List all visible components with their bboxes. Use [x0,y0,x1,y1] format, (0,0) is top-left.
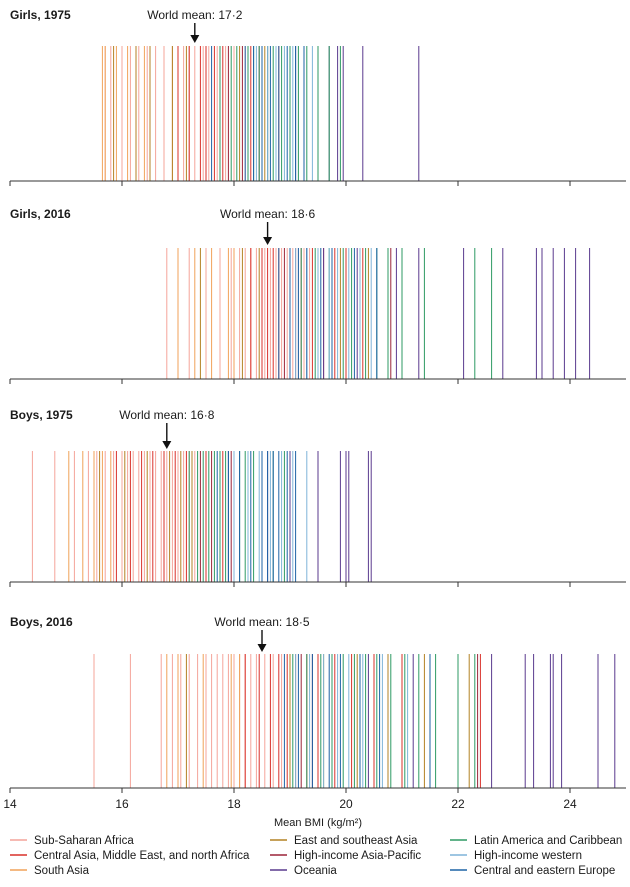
panel-boys-2016: Boys, 2016 World mean: 18·5 [9,615,626,793]
legend-label: Central and eastern Europe [474,865,615,877]
world-mean-label: World mean: 18·5 [214,615,309,629]
legend-label: High-income western [474,850,582,862]
mean-arrow-head [263,237,273,245]
panel-boys-1975: Boys, 1975 World mean: 16·8 [9,408,626,587]
x-tick-label: 24 [563,797,577,811]
x-tick-label: 14 [3,797,17,811]
panel-girls-1975: Girls, 1975 World mean: 17·2 [9,8,626,186]
panel-title: Girls, 1975 [10,8,71,22]
legend: Sub-Saharan Africa East and southeast Asi… [10,835,622,877]
x-tick-label: 20 [339,797,353,811]
legend-item-sub-saharan-africa: Sub-Saharan Africa [10,835,134,847]
legend-item-high-income-asia-pacific: High-income Asia-Pacific [270,850,421,862]
x-tick-label: 18 [227,797,241,811]
mean-arrow-head [162,441,172,449]
legend-item-east-and-southeast-asia: East and southeast Asia [270,835,418,847]
legend-label: Oceania [294,865,337,877]
world-mean-label: World mean: 18·6 [220,207,315,221]
legend-label: East and southeast Asia [294,835,418,847]
legend-label: Central Asia, Middle East, and north Afr… [34,850,250,862]
x-tick-label: 16 [115,797,129,811]
panel-title: Boys, 1975 [10,408,73,422]
legend-item-high-income-western: High-income western [450,850,582,862]
world-mean-label: World mean: 17·2 [147,8,242,22]
panel-title: Girls, 2016 [10,207,71,221]
legend-label: High-income Asia-Pacific [294,850,421,862]
panels: Girls, 1975 World mean: 17·2 Girls, 2016 Wo… [9,8,626,793]
legend-item-latin-america-and-caribbean: Latin America and Caribbean [450,835,622,847]
legend-item-central-asia-middle-east-and-north-africa: Central Asia, Middle East, and north Afr… [10,850,250,862]
x-tick-label: 22 [451,797,465,811]
legend-item-south-asia: South Asia [10,865,90,877]
legend-item-oceania: Oceania [270,865,337,877]
mean-arrow-head [257,644,267,652]
legend-label: Latin America and Caribbean [474,835,622,847]
world-mean-label: World mean: 16·8 [119,408,214,422]
panel-title: Boys, 2016 [10,615,73,629]
legend-label: South Asia [34,865,90,877]
panel-girls-2016: Girls, 2016 World mean: 18·6 [9,207,626,384]
legend-item-central-and-eastern-europe: Central and eastern Europe [450,865,615,877]
x-axis-title: Mean BMI (kg/m²) [274,817,362,829]
legend-label: Sub-Saharan Africa [34,835,134,847]
mean-arrow-head [190,35,200,43]
x-axis: 14 16 18 20 22 24 [3,797,577,811]
